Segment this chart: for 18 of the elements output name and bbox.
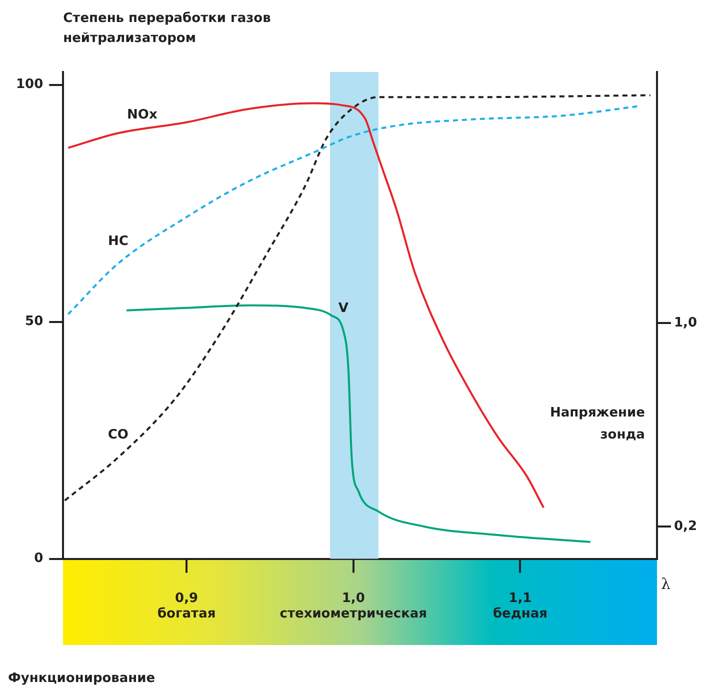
y2-tick-label: 0,2 [674,519,697,534]
series-label: V [338,301,348,316]
y-tick-label: 50 [25,314,44,330]
x-axis-title: λ [660,574,671,593]
x-tick-label: 1,1 бедная [492,590,548,622]
y-tick-label: 0 [34,551,44,566]
y-axis-title: Степень переработки газов нейтрализатором [63,11,271,46]
series-label: NOx [127,108,158,123]
x-tick-label: 1,0 стехиометрическая [280,590,428,622]
y2-axis-title: Напряжение зонда [550,406,646,443]
x-tick-label: 0,9 богатая [157,590,216,622]
line-series [67,102,545,509]
line-series [67,105,640,316]
series-label: CO [108,428,128,443]
y2-tick-label: 1,0 [674,316,697,331]
text: Функционирование [8,671,156,686]
series-label: HC [108,234,128,249]
y-tick-label: 100 [16,77,44,92]
